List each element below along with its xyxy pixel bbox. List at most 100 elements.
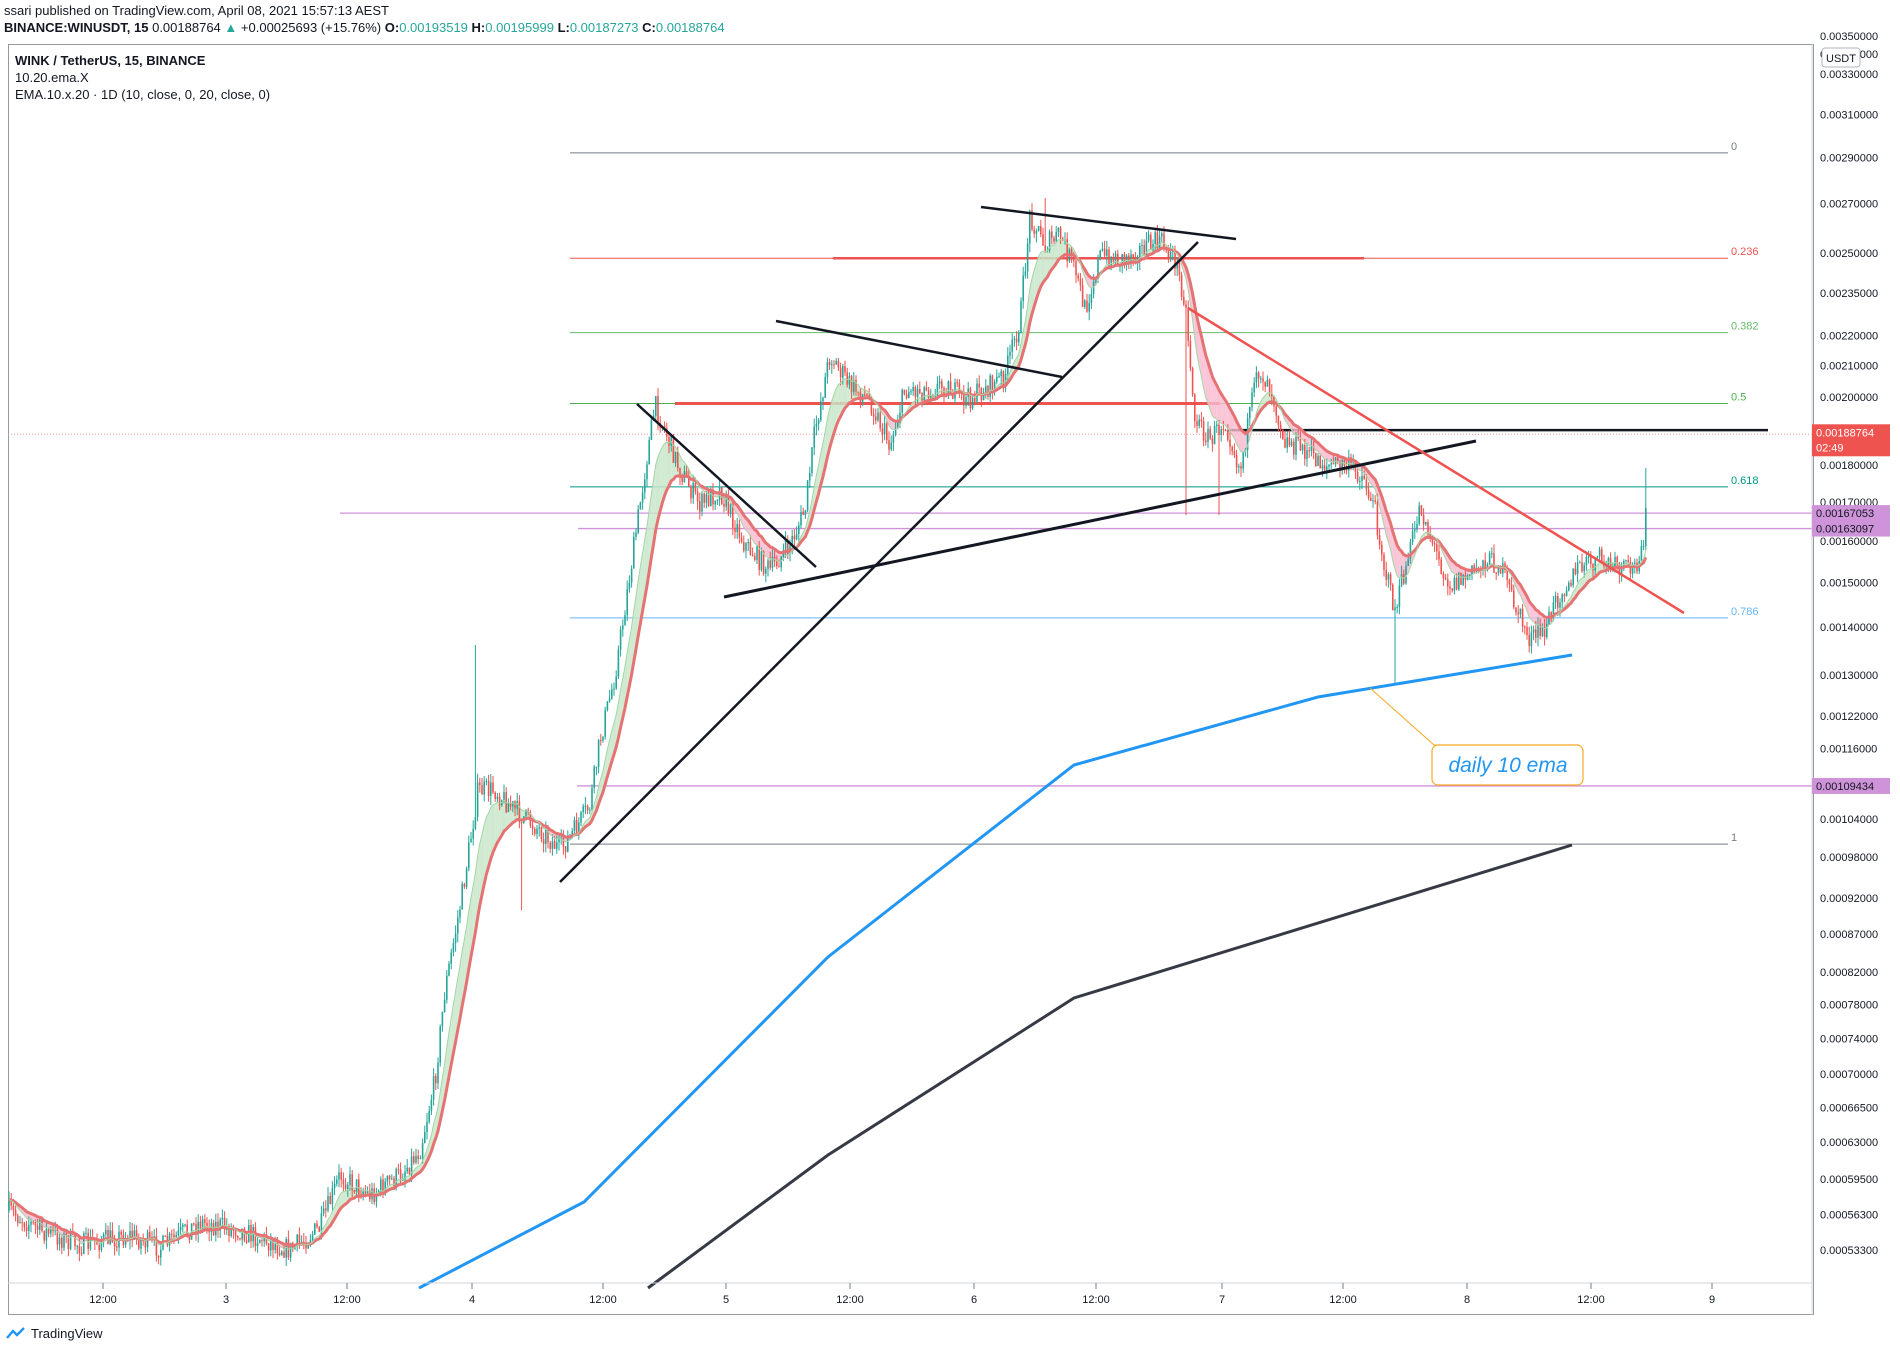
candle-body — [1103, 248, 1106, 256]
legend-indicator-2: EMA.10.x.20 · 1D (10, close, 0, 20, clos… — [15, 87, 271, 102]
ema-ribbon-segment — [488, 807, 491, 867]
candle-body — [1576, 562, 1579, 575]
chart-legend: WINK / TetherUS, 15, BINANCE 10.20.ema.X… — [15, 52, 270, 103]
candle-body — [1224, 430, 1227, 432]
candle-body — [1090, 294, 1093, 303]
trend-line[interactable] — [775, 319, 1063, 379]
candle-body — [1627, 560, 1629, 562]
daily-ema-10-line[interactable] — [418, 653, 1573, 1290]
candle-body — [481, 785, 483, 795]
candle-body — [267, 1243, 270, 1251]
ema-ribbon-segment — [754, 529, 757, 545]
candle-body — [1594, 557, 1596, 571]
price-tick-label: 0.00290000 — [1820, 152, 1878, 164]
chart-frame[interactable] — [8, 44, 1814, 1315]
candle-body — [756, 546, 758, 560]
trend-line[interactable] — [980, 205, 1237, 241]
price-change: +0.00025693 (+15.76%) — [240, 20, 382, 35]
ema-ribbon-segment — [1227, 404, 1230, 432]
candle-body — [457, 917, 459, 934]
candle-body — [1539, 624, 1541, 636]
candle-body — [1213, 426, 1216, 444]
ema-ribbon-segment — [1040, 251, 1043, 287]
candle-body — [1086, 300, 1088, 312]
candle-body — [1645, 508, 1647, 547]
candle-body — [831, 364, 833, 366]
daily-ema-lines[interactable] — [418, 653, 1573, 1290]
tradingview-logo-icon — [6, 1327, 25, 1339]
candle-body — [298, 1234, 301, 1243]
annotation-pointer — [1369, 687, 1442, 746]
time-tick-label: 12:00 — [1577, 1294, 1605, 1306]
ema-ribbon-segment — [497, 802, 500, 843]
price-axis[interactable]: 0.003800000.003500000.003300000.00310000… — [1820, 31, 1878, 1257]
candle-body — [1191, 368, 1194, 395]
candle-body — [1042, 234, 1044, 246]
candle-body — [721, 487, 723, 504]
candle-body — [1433, 543, 1436, 545]
candle-body — [1427, 522, 1429, 534]
trend-line[interactable] — [723, 439, 1477, 599]
candle-body — [1310, 445, 1313, 451]
candle-body — [1007, 355, 1009, 375]
candle-body — [749, 541, 752, 555]
candle-body — [391, 1178, 393, 1180]
candle-body — [1616, 556, 1618, 564]
candle-body — [769, 560, 771, 568]
ema-ribbon-segment — [838, 383, 841, 421]
candle-body — [905, 394, 908, 399]
candle-body — [589, 809, 591, 811]
annotation-box[interactable] — [1431, 744, 1584, 786]
annotation-group[interactable]: daily 10 ema — [1369, 687, 1584, 786]
candle-body — [866, 394, 868, 396]
candle-body — [809, 473, 811, 481]
trend-line[interactable] — [559, 241, 1199, 883]
fib-level-label: 0.236 — [1731, 246, 1759, 258]
candle-body — [331, 1187, 334, 1205]
candle-body — [534, 828, 536, 834]
candle-body — [278, 1253, 281, 1255]
candle-body — [1372, 500, 1374, 502]
candle-body — [1312, 445, 1315, 454]
candle-body — [538, 827, 540, 829]
candle-body — [1381, 544, 1383, 555]
candle-body — [1293, 441, 1295, 455]
candle-body — [820, 401, 822, 420]
candle-body — [201, 1219, 204, 1229]
daily-ema-20-line[interactable] — [647, 843, 1573, 1290]
candle-body — [25, 1227, 28, 1231]
candle-body — [32, 1221, 34, 1223]
price-tick-label: 0.00210000 — [1820, 361, 1878, 373]
candle-body — [1169, 251, 1172, 259]
candle-body — [1216, 424, 1218, 427]
open-value: 0.00193519 — [399, 20, 468, 35]
candle-body — [193, 1223, 195, 1225]
candle-body — [826, 362, 829, 378]
candle-body — [1233, 451, 1236, 455]
price-label-text: 0.00163097 — [1816, 524, 1874, 536]
ema-ribbon-segment — [1043, 251, 1046, 283]
candle-body — [512, 801, 514, 807]
horizontal-lines[interactable] — [8, 256, 1812, 787]
candle-body — [1460, 573, 1462, 585]
time-axis[interactable]: 12:00 3 12:00 4 12:00 5 12:00 6 12:00 7 12:00 8 12:0… — [8, 44, 1813, 1315]
open-label: O: — [384, 20, 400, 35]
candle-body — [628, 582, 631, 590]
candle-body — [1114, 253, 1117, 262]
trend-lines[interactable] — [559, 205, 1685, 883]
candle-body — [1288, 437, 1291, 446]
candle-body — [65, 1233, 67, 1237]
ema-ribbon-segment — [1210, 369, 1213, 417]
candle-body — [1532, 629, 1535, 633]
candle-body — [333, 1183, 336, 1188]
footer-brand[interactable]: TradingView — [6, 1326, 103, 1341]
currency-badge[interactable]: USDT — [1821, 47, 1861, 68]
currency-badge-box[interactable] — [1821, 47, 1861, 68]
candle-body — [432, 1076, 435, 1100]
candle-body — [1598, 549, 1601, 557]
trend-line[interactable] — [1187, 306, 1685, 615]
candle-body — [624, 615, 626, 626]
candle-body — [1557, 596, 1559, 608]
trend-line[interactable] — [636, 403, 817, 568]
